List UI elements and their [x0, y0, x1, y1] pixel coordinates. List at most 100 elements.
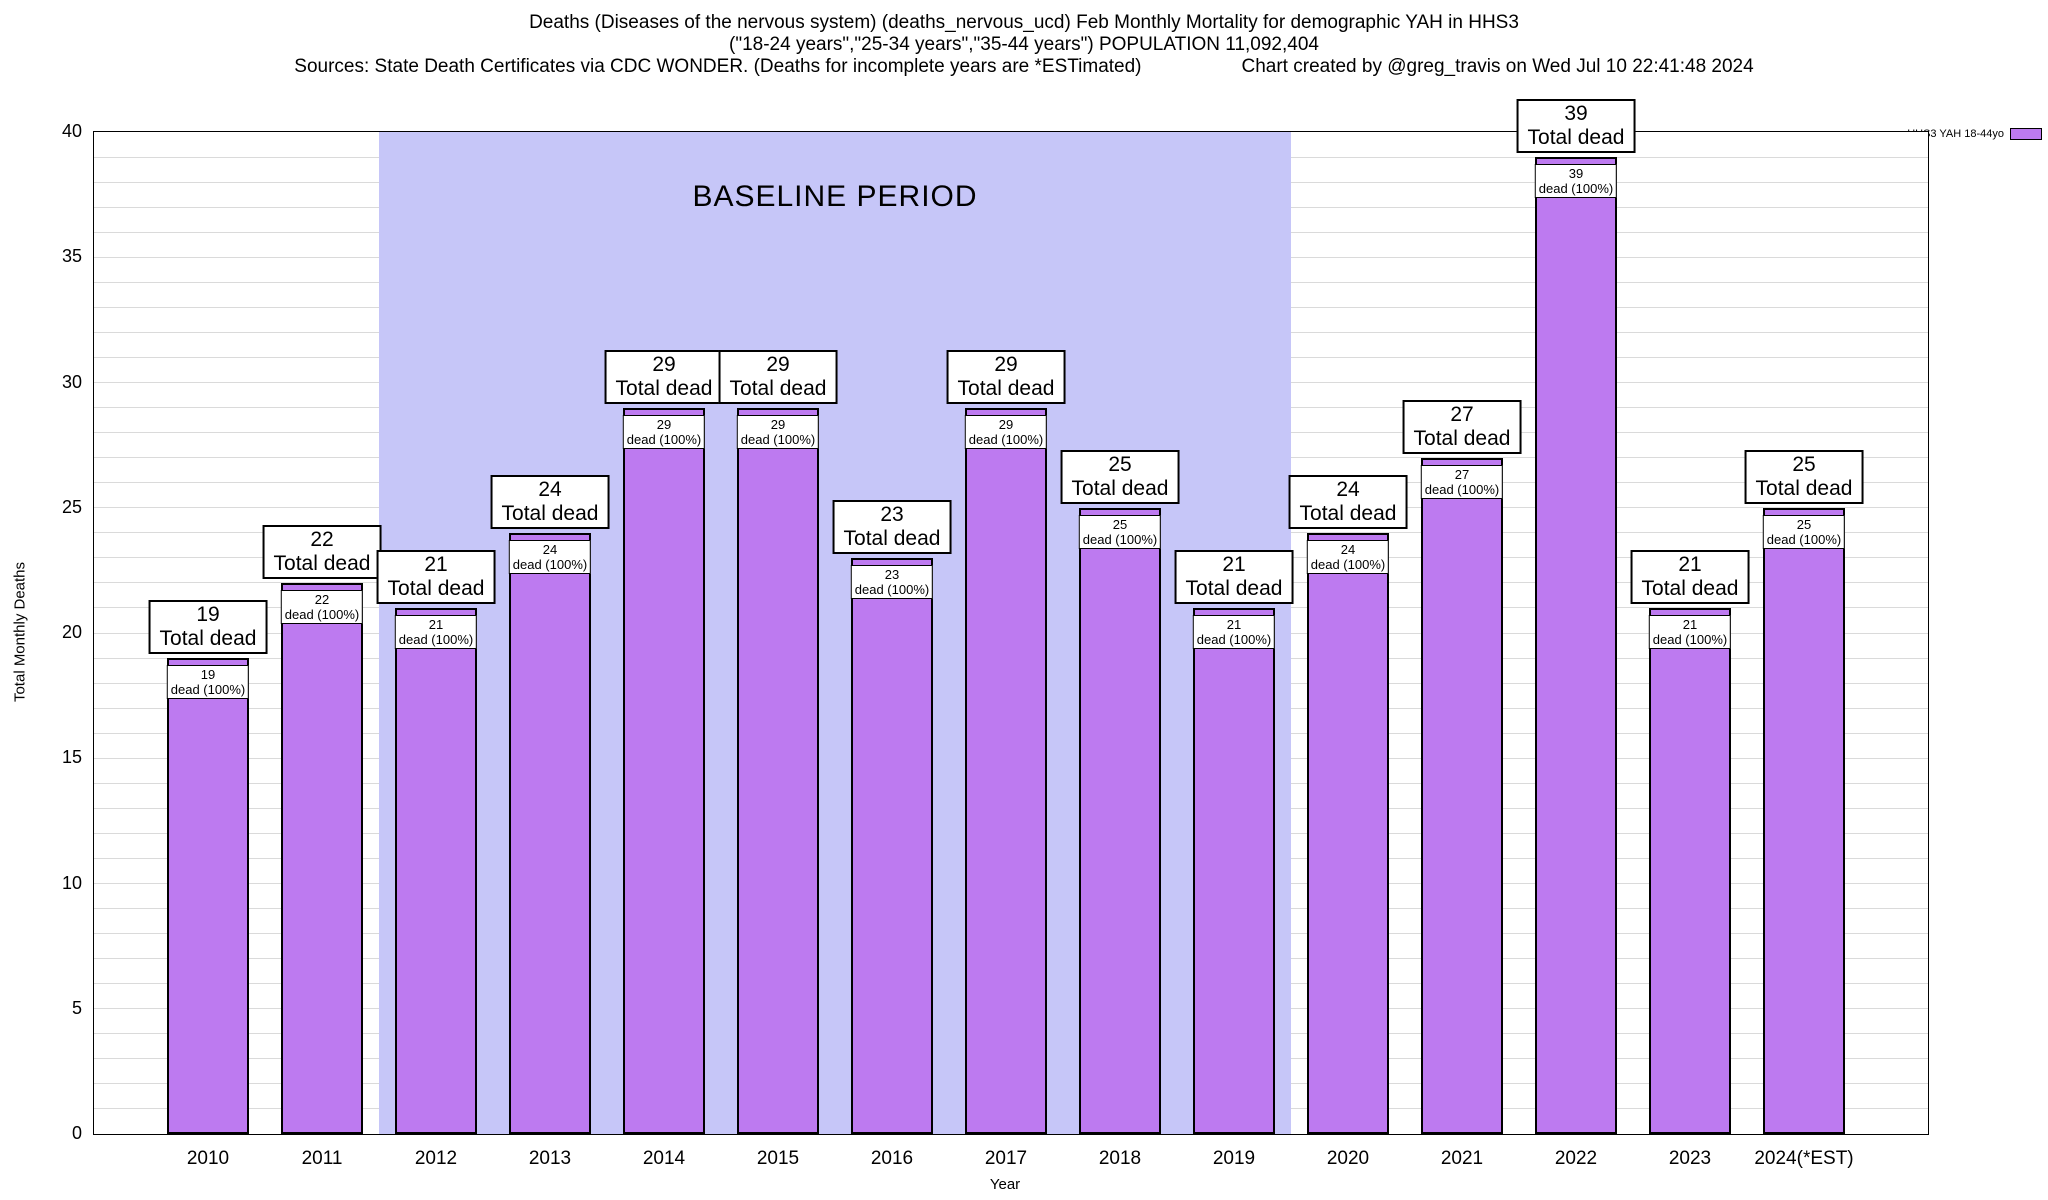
bar-inner-label: 24 dead (100%)	[1306, 539, 1390, 574]
legend-series-label: HHS3 YAH 18-44yo	[1907, 128, 2004, 140]
x-tick-label: 2012	[414, 1148, 458, 1169]
bar	[1079, 507, 1161, 1134]
bar-total-value: 27	[1450, 402, 1474, 426]
x-tick-label: 2010	[186, 1148, 230, 1169]
y-tick-label: 15	[61, 747, 82, 768]
bar-inner-value: 22	[314, 591, 330, 607]
bar-inner-value: 29	[770, 416, 786, 432]
bar-inner-label: 22 dead (100%)	[280, 589, 364, 624]
bar-inner-value: 24	[542, 541, 558, 557]
bar	[1649, 607, 1731, 1134]
y-tick-label: 35	[61, 246, 82, 267]
bar-total-value: 23	[880, 502, 904, 526]
y-axis-title: Total Monthly Deaths	[11, 561, 29, 703]
bar-total-value: 39	[1564, 102, 1588, 126]
bar-inner-suffix: dead (100%)	[1196, 631, 1272, 647]
chart-subtitle: ("18-24 years","25-34 years","35-44 year…	[729, 34, 1319, 55]
bar-total-value: 24	[538, 477, 562, 501]
bar-total-suffix: Total dead	[159, 627, 257, 651]
y-tick-label: 0	[71, 1123, 82, 1143]
y-tick-label: 10	[61, 872, 82, 893]
bar-inner-label: 25 dead (100%)	[1762, 514, 1846, 549]
bar	[1307, 532, 1389, 1134]
bar-total-value: 24	[1336, 477, 1360, 501]
bar-inner-label: 21 dead (100%)	[1648, 614, 1732, 649]
bar-inner-value: 21	[428, 616, 444, 632]
bar-inner-label: 25 dead (100%)	[1078, 514, 1162, 549]
bar-inner-value: 29	[998, 416, 1014, 432]
x-tick-label: 2020	[1326, 1148, 1370, 1169]
x-tick-label: 2024(*EST)	[1754, 1148, 1854, 1169]
bar-inner-label: 29 dead (100%)	[736, 414, 820, 449]
bar	[167, 658, 249, 1134]
bar-total-suffix: Total dead	[729, 376, 827, 400]
bar-inner-suffix: dead (100%)	[512, 556, 588, 572]
chart-header: Deaths (Diseases of the nervous system) …	[0, 12, 2048, 78]
bar-inner-suffix: dead (100%)	[1310, 556, 1386, 572]
x-tick-label: 2019	[1212, 1148, 1256, 1169]
plot-area: BASELINE PERIOD 0 5 10 15 20 25 30 35 40 19 dead (1…	[62, 99, 1929, 1169]
bar	[737, 407, 819, 1134]
bar-inner-label: 21 dead (100%)	[394, 614, 478, 649]
bar-inner-value: 29	[656, 416, 672, 432]
bar-inner-suffix: dead (100%)	[398, 631, 474, 647]
bar-inner-label: 24 dead (100%)	[508, 539, 592, 574]
bar-total-suffix: Total dead	[1413, 426, 1511, 450]
bar-total-suffix: Total dead	[615, 376, 713, 400]
bar-inner-value: 24	[1340, 541, 1356, 557]
x-tick-label: 2013	[528, 1148, 572, 1169]
bar-inner-value: 39	[1568, 166, 1584, 182]
legend: HHS3 YAH 18-44yo	[1907, 128, 2042, 140]
bar	[965, 407, 1047, 1134]
bar-total-label: 23 Total dead	[832, 499, 952, 554]
bar-total-suffix: Total dead	[1185, 576, 1283, 600]
chart-meta-line: Sources: State Death Certificates via CD…	[0, 56, 2048, 78]
bar-total-label: 24 Total dead	[490, 474, 610, 529]
bar-inner-label: 27 dead (100%)	[1420, 464, 1504, 499]
bar-inner-label: 29 dead (100%)	[964, 414, 1048, 449]
chart-title: Deaths (Diseases of the nervous system) …	[529, 12, 1519, 33]
bar-inner-suffix: dead (100%)	[284, 606, 360, 622]
chart-source-note: Sources: State Death Certificates via CD…	[294, 56, 1142, 77]
bar-total-label: 27 Total dead	[1402, 399, 1522, 454]
bar-total-label: 39 Total dead	[1516, 99, 1636, 154]
bar-inner-suffix: dead (100%)	[1082, 531, 1158, 547]
x-tick-label: 2014	[642, 1148, 686, 1169]
y-tick-label: 30	[61, 371, 82, 392]
bar-inner-suffix: dead (100%)	[968, 431, 1044, 447]
bar-inner-label: 23 dead (100%)	[850, 564, 934, 599]
y-tick-label: 25	[61, 496, 82, 517]
bar-total-suffix: Total dead	[501, 501, 599, 525]
bar-inner-label: 21 dead (100%)	[1192, 614, 1276, 649]
bar	[281, 582, 363, 1134]
x-axis-title: Year	[989, 1176, 1021, 1193]
bar	[395, 607, 477, 1134]
bar-total-label: 21 Total dead	[376, 549, 496, 604]
bar-inner-value: 25	[1112, 516, 1128, 532]
bar	[1193, 607, 1275, 1134]
bar-inner-suffix: dead (100%)	[854, 581, 930, 597]
x-tick-label: 2022	[1554, 1148, 1598, 1169]
bar-total-suffix: Total dead	[1641, 576, 1739, 600]
bar	[851, 557, 933, 1134]
bar-total-suffix: Total dead	[1299, 501, 1397, 525]
bar-inner-label: 19 dead (100%)	[166, 665, 250, 700]
legend-swatch	[2010, 128, 2042, 140]
bar-total-value: 21	[1222, 552, 1246, 576]
bar-total-label: 21 Total dead	[1174, 549, 1294, 604]
x-tick-label: 2023	[1668, 1148, 1712, 1169]
bar-inner-suffix: dead (100%)	[1766, 531, 1842, 547]
x-tick-label: 2021	[1440, 1148, 1484, 1169]
x-tick-label: 2018	[1098, 1148, 1142, 1169]
bar-inner-suffix: dead (100%)	[170, 682, 246, 698]
bar-total-value: 29	[652, 352, 676, 376]
y-tick-label: 5	[71, 997, 82, 1018]
bar-total-suffix: Total dead	[1071, 476, 1169, 500]
x-tick-label: 2016	[870, 1148, 914, 1169]
bar	[1763, 507, 1845, 1134]
x-tick-label: 2017	[984, 1148, 1028, 1169]
bar-total-label: 21 Total dead	[1630, 549, 1750, 604]
x-tick-label: 2011	[301, 1148, 343, 1169]
bar-total-value: 29	[994, 352, 1018, 376]
bar	[1421, 457, 1503, 1134]
